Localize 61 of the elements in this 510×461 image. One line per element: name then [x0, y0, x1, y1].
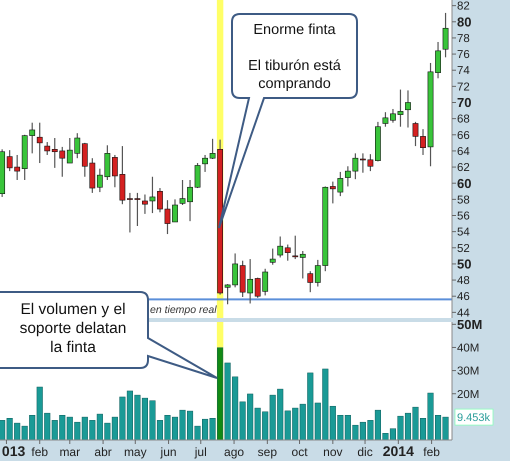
x-tick-label: jun — [160, 445, 177, 459]
y-tick-label: 62 — [457, 162, 470, 174]
candlestick — [36, 122, 43, 164]
y-tick-label: 50 — [457, 256, 472, 272]
candlestick — [52, 137, 58, 168]
candlestick — [300, 250, 306, 280]
x-tick-label: ago — [224, 445, 244, 459]
y-tick-label: 78 — [457, 32, 470, 45]
annotation: en tiempo real — [150, 304, 218, 316]
y-tick-label: 76 — [457, 49, 470, 62]
y-tick-label: 64 — [457, 146, 470, 158]
y-tick-label: 40M — [457, 342, 480, 354]
x-tick-label: oct — [292, 445, 308, 459]
candlestick — [14, 154, 20, 181]
candlestick — [405, 90, 411, 128]
candlestick — [277, 236, 284, 258]
candlestick — [82, 142, 88, 178]
y-tick-label: 80 — [457, 14, 472, 30]
y-tick-label: 66 — [457, 130, 470, 142]
y-tick-label: 20M — [457, 388, 480, 401]
y-tick-label: 50M — [457, 316, 482, 332]
candlestick — [307, 270, 314, 293]
candlestick — [66, 137, 73, 164]
y-tick-label: 58 — [457, 194, 470, 206]
x-tick-label: feb — [423, 445, 440, 459]
x-tick-label: 2014 — [382, 443, 414, 459]
candlestick — [442, 12, 448, 58]
x-tick-label: mar — [59, 445, 80, 459]
y-tick-label: 54 — [457, 226, 470, 239]
annotation: El volumen y el soporte delatan la finta — [20, 301, 126, 356]
y-tick-label: 70 — [457, 95, 472, 110]
y-tick-label: 56 — [457, 210, 470, 223]
candlestick — [292, 235, 298, 260]
y-tick-label: 68 — [457, 114, 470, 126]
y-tick-label: 52 — [457, 242, 470, 255]
y-tick-label: 60 — [457, 176, 472, 191]
x-tick-label: 013 — [2, 443, 26, 459]
y-tick-label: 82 — [457, 0, 470, 13]
x-tick-label: may — [124, 445, 147, 459]
text: 9.453k — [457, 412, 491, 424]
y-tick-label: 74 — [457, 65, 470, 78]
x-tick-label: feb — [31, 445, 48, 459]
annotation: El tiburón está comprando — [248, 58, 342, 92]
candlestick — [59, 146, 66, 178]
x-tick-label: abr — [94, 445, 112, 459]
x-tick-label: dic — [357, 445, 373, 459]
candlestick — [262, 268, 268, 296]
candlestick — [44, 141, 50, 156]
x-tick-label: jul — [194, 445, 207, 459]
annotation: Enorme finta — [253, 22, 337, 38]
candlestick — [74, 132, 80, 159]
y-tick-label: 44 — [457, 307, 470, 320]
x-tick-label: nov — [323, 445, 343, 459]
y-tick-label: 72 — [457, 81, 470, 94]
y-tick-label: 30M — [457, 366, 480, 378]
candlestick — [29, 122, 36, 154]
y-tick-label: 48 — [457, 275, 470, 288]
x-tick-label: sep — [258, 445, 278, 459]
candlestick — [314, 259, 321, 288]
candlestick — [284, 244, 291, 262]
y-tick-label: 46 — [457, 291, 470, 304]
